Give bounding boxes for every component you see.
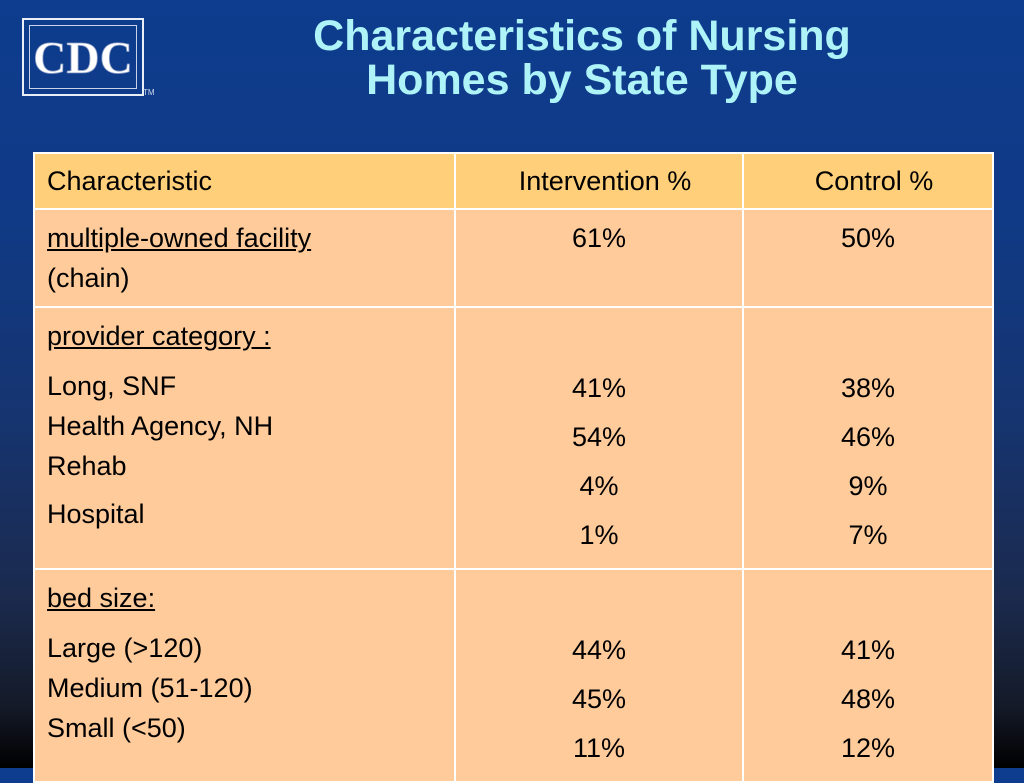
intervention-value: 11%: [572, 733, 626, 763]
row-item: Large (>120): [47, 633, 203, 663]
row-item: Rehab: [47, 451, 127, 481]
control-value: 12%: [840, 733, 896, 763]
row-item: (chain): [47, 263, 130, 293]
characteristics-table: Characteristic Intervention % Control % …: [33, 152, 994, 783]
row-item: Hospital: [47, 499, 145, 529]
row-item: Long, SNF: [47, 371, 177, 401]
intervention-cell: 61%: [454, 208, 744, 308]
intervention-value: 41%: [571, 373, 627, 403]
control-value: 50%: [840, 223, 896, 253]
row-item: Health Agency, NH: [47, 411, 274, 441]
characteristic-cell: multiple-owned facility (chain): [33, 208, 456, 308]
table-row: bed size: Large (>120) Medium (51-120) S…: [33, 568, 994, 783]
characteristic-cell: provider category : Long, SNF Health Age…: [33, 306, 456, 570]
control-value: 9%: [848, 471, 888, 501]
intervention-value: 1%: [579, 520, 619, 550]
title-line-1: Characteristics of Nursing: [313, 12, 851, 60]
row-item: Small (<50): [47, 713, 186, 743]
cdc-logo-lettering: CDC: [33, 32, 133, 83]
control-cell: 41% 48% 12%: [742, 568, 994, 783]
characteristic-cell: bed size: Large (>120) Medium (51-120) S…: [33, 568, 456, 783]
control-cell: 50%: [742, 208, 994, 308]
control-value: 7%: [848, 520, 888, 550]
cdc-logo: CDC: [22, 18, 144, 96]
table-row: multiple-owned facility (chain) 61% 50%: [33, 208, 994, 308]
title-line-2: Homes by State Type: [366, 56, 798, 104]
table-row: provider category : Long, SNF Health Age…: [33, 306, 994, 570]
control-value: 46%: [840, 422, 896, 452]
intervention-value: 44%: [571, 635, 627, 665]
intervention-cell: 41% 54% 4% 1%: [454, 306, 744, 570]
trademark-mark: TM: [143, 88, 155, 97]
intervention-value: 61%: [571, 223, 627, 253]
svg-text:CDC: CDC: [33, 32, 133, 83]
logo-inner-border: [29, 25, 137, 89]
row-item: Medium (51-120): [47, 673, 253, 703]
row-heading: provider category :: [47, 321, 271, 351]
intervention-value: 54%: [571, 422, 627, 452]
control-value: 38%: [840, 373, 896, 403]
intervention-cell: 44% 45% 11%: [454, 568, 744, 783]
intervention-value: 45%: [571, 684, 627, 714]
control-value: 41%: [840, 635, 896, 665]
slide-title: Characteristics of Nursing Homes by Stat…: [200, 14, 964, 102]
control-cell: 38% 46% 9% 7%: [742, 306, 994, 570]
row-heading: bed size:: [47, 583, 156, 613]
control-value: 48%: [840, 684, 896, 714]
intervention-value: 4%: [579, 471, 619, 501]
header-characteristic: Characteristic: [33, 152, 456, 210]
header-control: Control %: [742, 152, 994, 210]
table-header-row: Characteristic Intervention % Control %: [33, 152, 994, 210]
row-heading: multiple-owned facility: [47, 223, 312, 253]
header-intervention: Intervention %: [454, 152, 744, 210]
